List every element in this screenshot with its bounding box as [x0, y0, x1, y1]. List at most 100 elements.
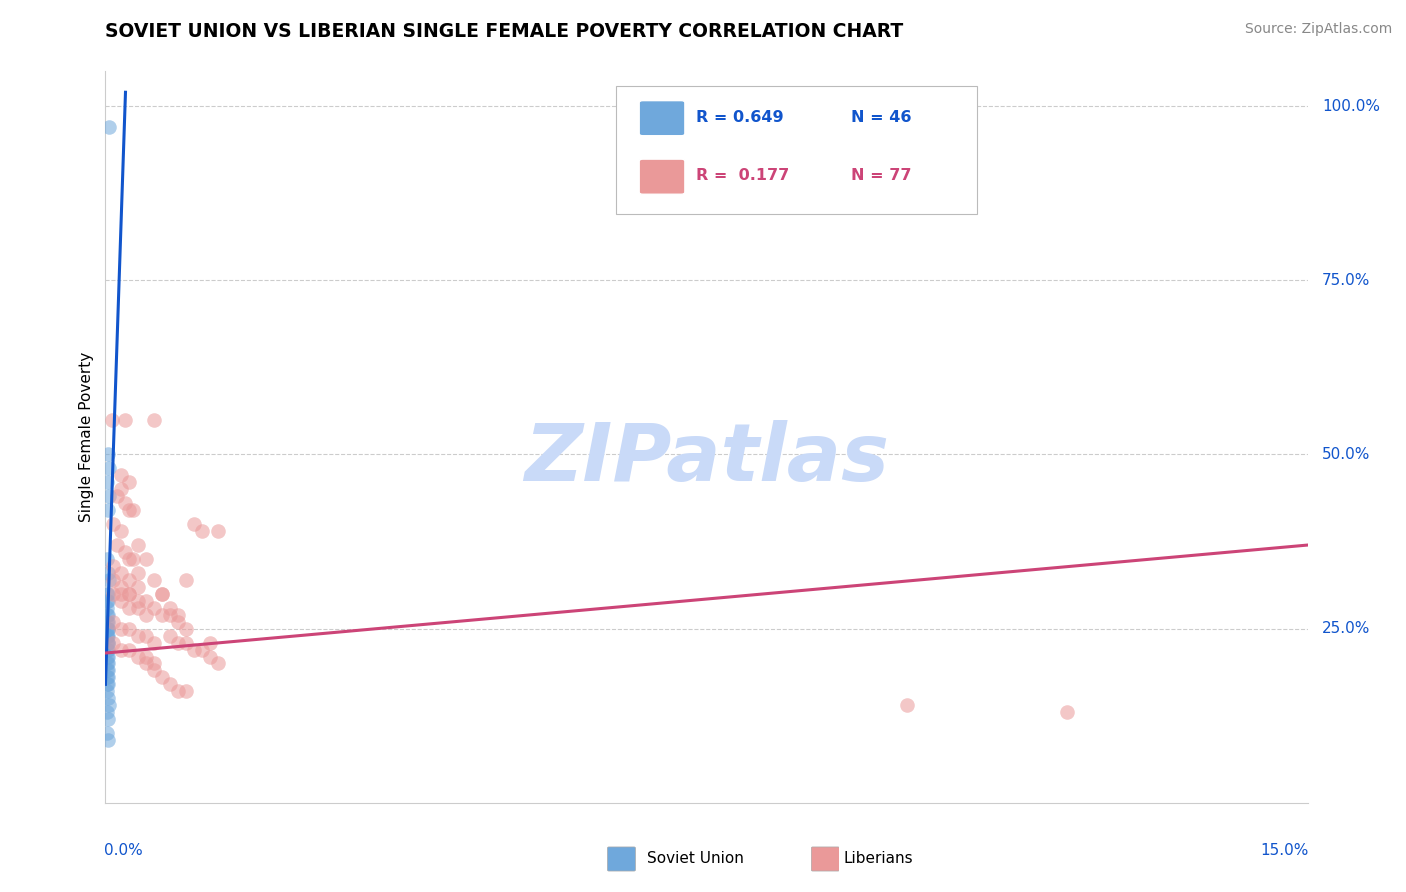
Point: [97, 712, 120, 726]
Point: [96, 622, 118, 636]
Point: [97, 657, 120, 671]
Point: [97, 622, 120, 636]
Y-axis label: Single Female Poverty: Single Female Poverty: [79, 352, 94, 522]
Point: [97, 635, 120, 649]
Point: [198, 649, 221, 664]
Point: [103, 635, 125, 649]
Point: [118, 552, 141, 566]
Point: [96, 552, 118, 566]
Text: R =  0.177: R = 0.177: [696, 169, 789, 184]
Point: [110, 580, 132, 594]
Point: [110, 587, 132, 601]
Point: [118, 573, 141, 587]
Point: [207, 524, 229, 538]
Point: [96, 629, 118, 643]
Point: [190, 642, 212, 657]
Point: [97, 607, 120, 622]
Point: [97, 649, 120, 664]
Point: [174, 635, 197, 649]
Point: [150, 670, 173, 684]
Point: [96, 475, 118, 490]
Text: Source: ZipAtlas.com: Source: ZipAtlas.com: [1244, 22, 1392, 37]
Point: [97, 461, 120, 475]
Point: [135, 649, 157, 664]
Point: [97, 691, 120, 706]
Point: [135, 607, 157, 622]
Point: [97, 615, 120, 629]
Point: [166, 635, 188, 649]
Point: [142, 664, 165, 678]
Point: [183, 517, 205, 532]
Point: [96, 615, 118, 629]
Point: [142, 657, 165, 671]
FancyBboxPatch shape: [640, 101, 685, 136]
Point: [114, 545, 136, 559]
Point: [96, 629, 118, 643]
Point: [107, 489, 129, 503]
Point: [166, 607, 188, 622]
Text: 25.0%: 25.0%: [1322, 621, 1371, 636]
Point: [118, 622, 141, 636]
Point: [135, 629, 157, 643]
Text: SOVIET UNION VS LIBERIAN SINGLE FEMALE POVERTY CORRELATION CHART: SOVIET UNION VS LIBERIAN SINGLE FEMALE P…: [105, 22, 904, 41]
Point: [127, 629, 149, 643]
Point: [97, 635, 120, 649]
Point: [166, 615, 188, 629]
FancyBboxPatch shape: [811, 847, 839, 871]
Point: [96, 657, 118, 671]
Text: ZIPatlas: ZIPatlas: [524, 420, 889, 498]
Point: [110, 483, 132, 497]
Point: [96, 726, 118, 740]
Point: [97, 489, 120, 503]
FancyBboxPatch shape: [607, 847, 636, 871]
Point: [97, 733, 120, 747]
Point: [96, 587, 118, 601]
Point: [122, 503, 145, 517]
Point: [127, 649, 149, 664]
Point: [142, 573, 165, 587]
Point: [1056, 705, 1078, 719]
Point: [142, 412, 165, 426]
Point: [198, 635, 221, 649]
Text: 50.0%: 50.0%: [1322, 447, 1371, 462]
Point: [96, 600, 118, 615]
Point: [96, 635, 118, 649]
Text: 100.0%: 100.0%: [1322, 99, 1381, 113]
Point: [97, 594, 120, 608]
FancyBboxPatch shape: [640, 159, 685, 194]
Text: 0.0%: 0.0%: [104, 843, 143, 858]
Point: [159, 607, 181, 622]
Point: [96, 705, 118, 719]
Point: [142, 635, 165, 649]
Point: [159, 677, 181, 691]
Point: [96, 607, 118, 622]
Point: [103, 587, 125, 601]
Point: [114, 412, 136, 426]
Point: [97, 622, 120, 636]
Point: [97, 448, 120, 462]
Point: [96, 642, 118, 657]
Point: [97, 677, 120, 691]
Point: [103, 573, 125, 587]
Point: [118, 475, 141, 490]
Point: [96, 594, 118, 608]
Point: [107, 538, 129, 552]
Point: [183, 642, 205, 657]
Point: [174, 684, 197, 698]
Point: [118, 642, 141, 657]
Point: [103, 558, 125, 573]
Point: [118, 587, 141, 601]
Text: R = 0.649: R = 0.649: [696, 110, 783, 125]
Point: [96, 670, 118, 684]
Text: N = 77: N = 77: [851, 169, 911, 184]
Point: [896, 698, 918, 713]
Point: [97, 698, 120, 713]
Point: [118, 600, 141, 615]
Point: [103, 517, 125, 532]
Point: [110, 594, 132, 608]
Text: N = 46: N = 46: [851, 110, 911, 125]
Point: [110, 566, 132, 580]
Point: [127, 566, 149, 580]
Point: [97, 664, 120, 678]
Point: [101, 412, 124, 426]
